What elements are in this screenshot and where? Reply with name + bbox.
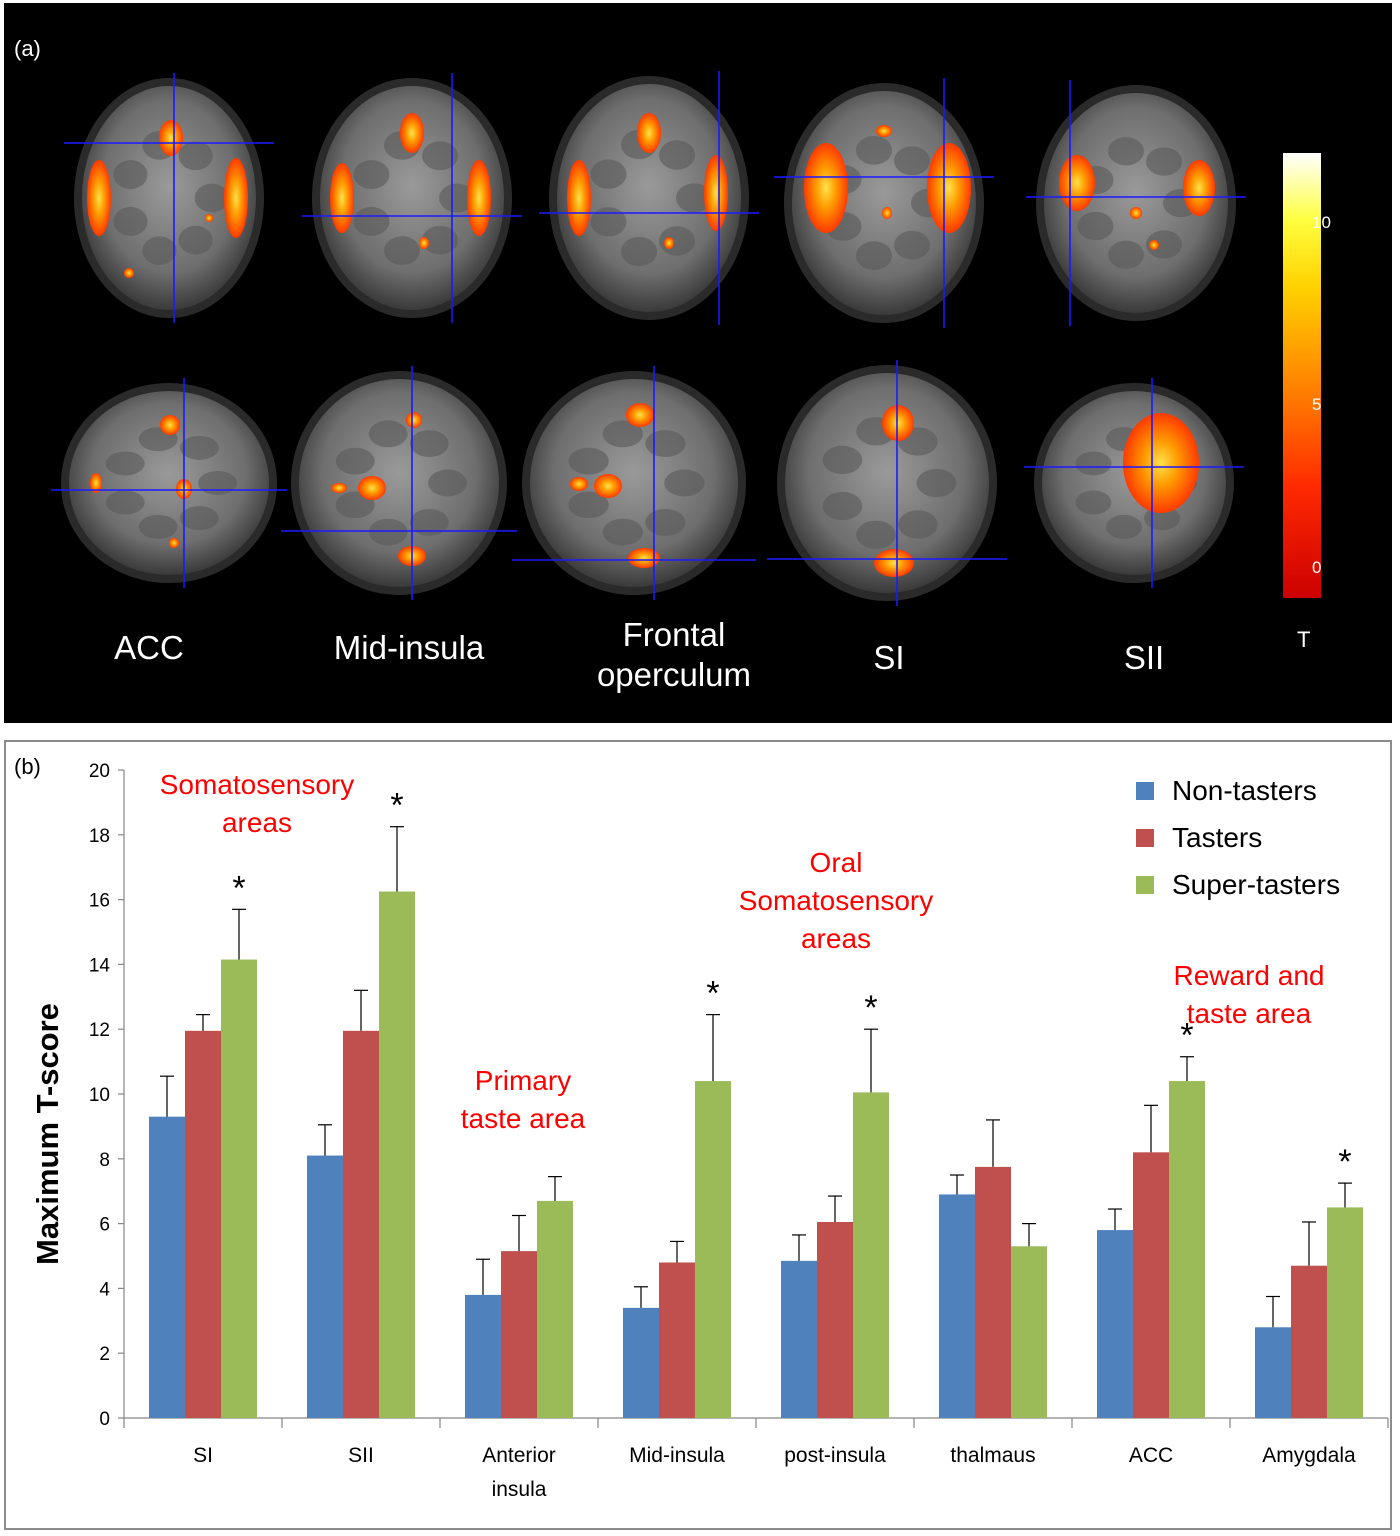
bar-non-tasters-1	[307, 1155, 343, 1418]
bar-super-tasters-3	[695, 1081, 731, 1418]
bar-non-tasters-2	[465, 1294, 501, 1418]
panel-b-letter: (b)	[14, 754, 41, 779]
bar-tasters-4	[817, 1221, 853, 1418]
bar-super-tasters-2	[537, 1200, 573, 1418]
bar-chart-panel: (b) 0 2 4 6 8 10 12 14 16 18 20 Maximum T-score SI SI…	[4, 740, 1392, 1530]
colorbar-tick-5: 5	[1312, 395, 1322, 414]
y-tick-label: 2	[99, 1344, 110, 1365]
brain-slice-top-1	[64, 73, 274, 323]
annotation-label: taste area	[461, 1103, 586, 1134]
label-sii: SII	[1123, 639, 1165, 676]
annotation-label: areas	[222, 807, 292, 838]
label-si: SI	[873, 639, 905, 676]
legend-swatch	[1136, 876, 1154, 894]
bar-non-tasters-3	[623, 1307, 659, 1418]
bar-tasters-0	[185, 1030, 221, 1418]
bar-non-tasters-6	[1097, 1230, 1133, 1418]
y-axis-label: Maximum T-score	[30, 1003, 65, 1265]
t-colorbar	[1283, 153, 1321, 598]
bar-tasters-3	[659, 1262, 695, 1418]
brain-slice-bottom-5	[1024, 378, 1244, 588]
brain-slice-top-4	[774, 78, 994, 328]
brain-slice-bottom-4	[767, 360, 1007, 606]
brain-slice-bottom-1	[51, 378, 287, 588]
y-tick-label: 12	[89, 1020, 110, 1041]
colorbar-unit-label: T	[1297, 627, 1311, 652]
annotation-label: areas	[801, 923, 871, 954]
annotation-label: Somatosensory	[160, 769, 355, 800]
bar-tasters-6	[1133, 1152, 1169, 1418]
y-tick-label: 14	[89, 955, 111, 976]
label-mid-insula: Mid-insula	[333, 629, 485, 666]
y-tick-label: 16	[89, 891, 110, 912]
significance-marker: *	[1338, 1143, 1351, 1181]
brain-slice-top-2	[302, 73, 522, 323]
bar-tasters-2	[501, 1251, 537, 1418]
annotation-label: Reward and	[1174, 960, 1325, 991]
y-tick-label: 18	[89, 826, 110, 847]
bar-non-tasters-7	[1255, 1327, 1291, 1418]
x-tick-label: ACC	[1129, 1444, 1173, 1467]
bar-tasters-7	[1291, 1265, 1327, 1418]
bar-super-tasters-6	[1169, 1081, 1205, 1418]
y-tick-label: 6	[99, 1215, 110, 1236]
bar-tasters-5	[975, 1166, 1011, 1418]
bar-tasters-1	[343, 1030, 379, 1418]
colorbar-tick-0: 0	[1312, 558, 1322, 577]
legend-label: Super-tasters	[1172, 869, 1340, 900]
x-tick-label: thalmaus	[950, 1444, 1035, 1467]
y-tick-label: 4	[99, 1279, 110, 1300]
brain-scan-panel: (a) ACC Mid-insula Frontal operculum SI …	[4, 3, 1392, 723]
bar-non-tasters-5	[939, 1194, 975, 1418]
x-tick-label: Amygdala	[1262, 1444, 1356, 1467]
legend-label: Non-tasters	[1172, 775, 1317, 806]
y-tick-label: 0	[99, 1409, 110, 1430]
y-tick-label: 8	[99, 1150, 110, 1171]
bar-non-tasters-0	[149, 1116, 185, 1418]
brain-scan-canvas	[51, 71, 1321, 606]
brain-slice-bottom-3	[512, 366, 756, 600]
brain-slice-top-3	[539, 71, 759, 325]
significance-marker: *	[1180, 1017, 1193, 1055]
x-tick-label: SII	[348, 1444, 374, 1467]
y-tick-label: 10	[89, 1085, 110, 1106]
significance-marker: *	[706, 975, 719, 1013]
annotation-label: Oral	[810, 847, 863, 878]
bar-super-tasters-5	[1011, 1246, 1047, 1418]
x-tick-label: SI	[193, 1444, 213, 1467]
x-tick-label: insula	[492, 1478, 547, 1501]
panel-a-letter: (a)	[14, 36, 41, 61]
annotation-label: taste area	[1187, 998, 1312, 1029]
significance-marker: *	[390, 787, 403, 825]
legend-swatch	[1136, 829, 1154, 847]
x-tick-label: Mid-insula	[629, 1444, 725, 1467]
bar-super-tasters-0	[221, 959, 257, 1418]
brain-slice-top-5	[1026, 80, 1246, 326]
bar-non-tasters-4	[781, 1260, 817, 1418]
brain-slice-bottom-2	[281, 366, 517, 600]
bar-chart: 0 2 4 6 8 10 12 14 16 18 20 Maximum T-score SI SII Ant…	[30, 761, 1389, 1501]
label-acc: ACC	[114, 629, 184, 666]
x-tick-label: Anterior	[482, 1444, 556, 1467]
bar-super-tasters-7	[1327, 1207, 1363, 1418]
legend-label: Tasters	[1172, 822, 1262, 853]
bar-super-tasters-4	[853, 1092, 889, 1418]
legend-swatch	[1136, 782, 1154, 800]
colorbar-tick-10: 10	[1312, 213, 1331, 232]
annotation-label: Primary	[475, 1065, 571, 1096]
annotation-label: Somatosensory	[739, 885, 934, 916]
significance-marker: *	[232, 869, 245, 907]
label-frontal-operculum: Frontal operculum	[596, 616, 752, 693]
bar-super-tasters-1	[379, 891, 415, 1418]
y-tick-label: 20	[89, 761, 110, 782]
significance-marker: *	[864, 989, 877, 1027]
x-tick-label: post-insula	[784, 1444, 886, 1467]
